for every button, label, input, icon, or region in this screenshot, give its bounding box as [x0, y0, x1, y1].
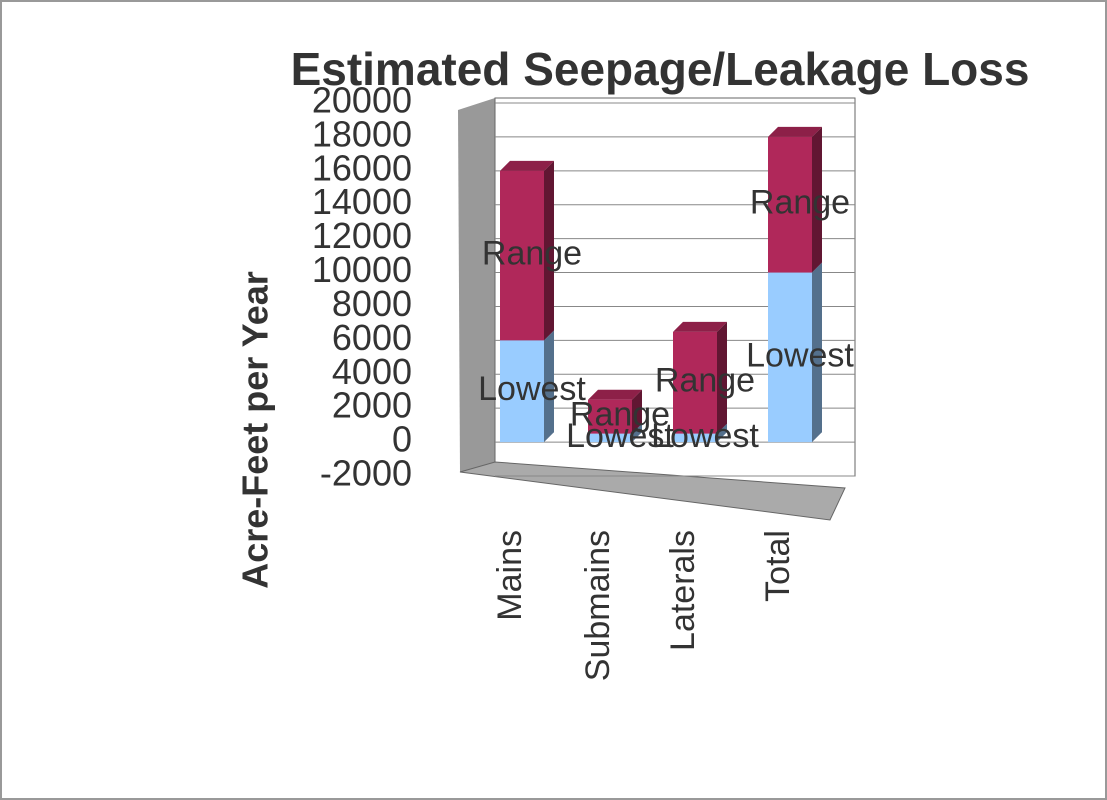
- bar-side: [544, 330, 554, 443]
- y-tick-label: 4000: [332, 351, 412, 392]
- data-label: Lowest: [478, 370, 586, 408]
- chart-title: Estimated Seepage/Leakage Loss: [290, 43, 1030, 95]
- y-axis-label: Acre-Feet per Year: [235, 271, 276, 589]
- data-label: Range: [655, 362, 755, 400]
- bar-top: [588, 389, 642, 400]
- bar: [500, 340, 544, 443]
- y-tick-label: 10000: [312, 249, 412, 290]
- data-label: Range: [750, 184, 850, 222]
- y-tick-label: 12000: [312, 215, 412, 256]
- y-tick-label: 6000: [332, 317, 412, 358]
- bar: [500, 170, 544, 341]
- data-label: Range: [482, 235, 582, 273]
- x-tick-label: Submains: [579, 530, 617, 681]
- bar-side: [717, 423, 727, 443]
- bar-top: [500, 160, 554, 171]
- bar: [768, 272, 812, 443]
- x-tick-label: Laterals: [664, 530, 702, 651]
- bar: [588, 433, 632, 443]
- data-label: Lowest: [651, 417, 759, 455]
- y-tick-label: 14000: [312, 181, 412, 222]
- y-tick-label: 0: [392, 419, 412, 460]
- bar-side: [632, 423, 642, 443]
- bar: [673, 433, 717, 443]
- y-tick-label: 20000: [312, 80, 412, 121]
- bar-top: [673, 321, 727, 332]
- y-tick-label: 18000: [312, 113, 412, 154]
- y-tick-label: -2000: [320, 453, 412, 494]
- y-tick-label: 16000: [312, 147, 412, 188]
- x-tick-label: Total: [759, 530, 797, 602]
- bar: [768, 136, 812, 273]
- bar-side: [812, 126, 822, 273]
- y-tick-label: 8000: [332, 283, 412, 324]
- bar: [588, 399, 632, 434]
- bar: [673, 331, 717, 434]
- bar-side: [544, 160, 554, 341]
- side-wall: [458, 98, 495, 476]
- data-label: Lowest: [746, 336, 854, 374]
- bar-side: [632, 389, 642, 434]
- data-label: Range: [570, 396, 670, 434]
- data-label: Lowest: [566, 417, 674, 455]
- x-tick-label: Mains: [491, 530, 529, 621]
- bar-side: [812, 262, 822, 443]
- y-tick-label: 2000: [332, 385, 412, 426]
- bar-side: [717, 321, 727, 434]
- bar-top: [768, 126, 822, 137]
